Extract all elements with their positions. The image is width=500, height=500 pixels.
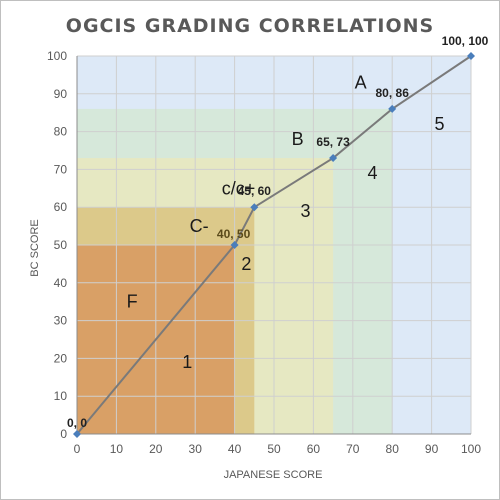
y-tick-label: 90 xyxy=(54,87,68,101)
y-tick-label: 80 xyxy=(54,125,68,139)
x-tick-label: 20 xyxy=(149,442,163,456)
x-tick-label: 40 xyxy=(228,442,242,456)
series-line xyxy=(73,52,475,438)
y-tick-label: 20 xyxy=(54,351,68,365)
bc-grade-label: c/c+ xyxy=(222,178,256,198)
x-tick-labels: 0 10 20 30 40 50 60 70 80 90 100 xyxy=(74,442,482,456)
japanese-grade-label: 5 xyxy=(434,114,444,134)
y-tick-label: 100 xyxy=(47,49,67,63)
x-axis-label: JAPANESE SCORE xyxy=(224,469,323,481)
point-labels: 0, 0 40, 50 45, 60 65, 73 80, 86 100, 100 xyxy=(67,34,489,430)
y-axis-label: BC SCORE xyxy=(29,219,41,276)
x-tick-label: 10 xyxy=(110,442,124,456)
y-tick-label: 40 xyxy=(54,276,68,290)
data-point-marker xyxy=(230,241,239,249)
x-tick-label: 70 xyxy=(346,442,360,456)
x-tick-label: 60 xyxy=(307,442,321,456)
y-tick-label: 0 xyxy=(60,427,67,441)
data-point-marker xyxy=(73,430,81,438)
x-tick-label: 0 xyxy=(74,442,81,456)
x-tick-label: 30 xyxy=(189,442,203,456)
data-point-label: 45, 60 xyxy=(238,184,272,198)
chart-title: OGCIS GRADING CORRELATIONS xyxy=(66,15,434,37)
x-tick-label: 50 xyxy=(267,442,281,456)
data-point-label: 80, 86 xyxy=(376,86,410,100)
y-tick-label: 70 xyxy=(54,162,68,176)
y-tick-label: 10 xyxy=(54,389,68,403)
data-point-marker xyxy=(250,203,259,212)
data-point-marker xyxy=(329,154,338,163)
axes xyxy=(76,56,471,435)
data-point-label: 100, 100 xyxy=(442,34,489,48)
data-point-marker xyxy=(388,104,397,113)
y-tick-label: 60 xyxy=(54,200,68,214)
x-tick-label: 90 xyxy=(425,442,439,456)
data-point-label: 0, 0 xyxy=(67,416,87,430)
bc-grade-label: C- xyxy=(190,216,209,236)
japanese-grade-label: 3 xyxy=(301,201,311,221)
x-tick-label: 100 xyxy=(461,442,481,456)
y-tick-label: 50 xyxy=(54,238,68,252)
y-tick-labels: 0 10 20 30 40 50 60 70 80 90 100 xyxy=(47,49,67,441)
x-tick-label: 80 xyxy=(386,442,400,456)
y-tick-label: 30 xyxy=(54,314,68,328)
bc-grade-label: A xyxy=(355,72,367,92)
japanese-grade-label: 1 xyxy=(182,352,192,372)
japanese-grade-label: 4 xyxy=(367,163,377,183)
bc-grade-label: F xyxy=(127,292,138,312)
grade-zone-labels: F C-c/c+ B A 1 2 3 4 5 xyxy=(127,72,445,372)
series-polyline xyxy=(76,55,472,435)
data-point-marker xyxy=(467,52,475,60)
data-point-label: 40, 50 xyxy=(217,227,251,241)
bc-grade-label: B xyxy=(292,129,304,149)
data-point-label: 65, 73 xyxy=(316,135,350,149)
japanese-grade-label: 2 xyxy=(241,254,251,274)
